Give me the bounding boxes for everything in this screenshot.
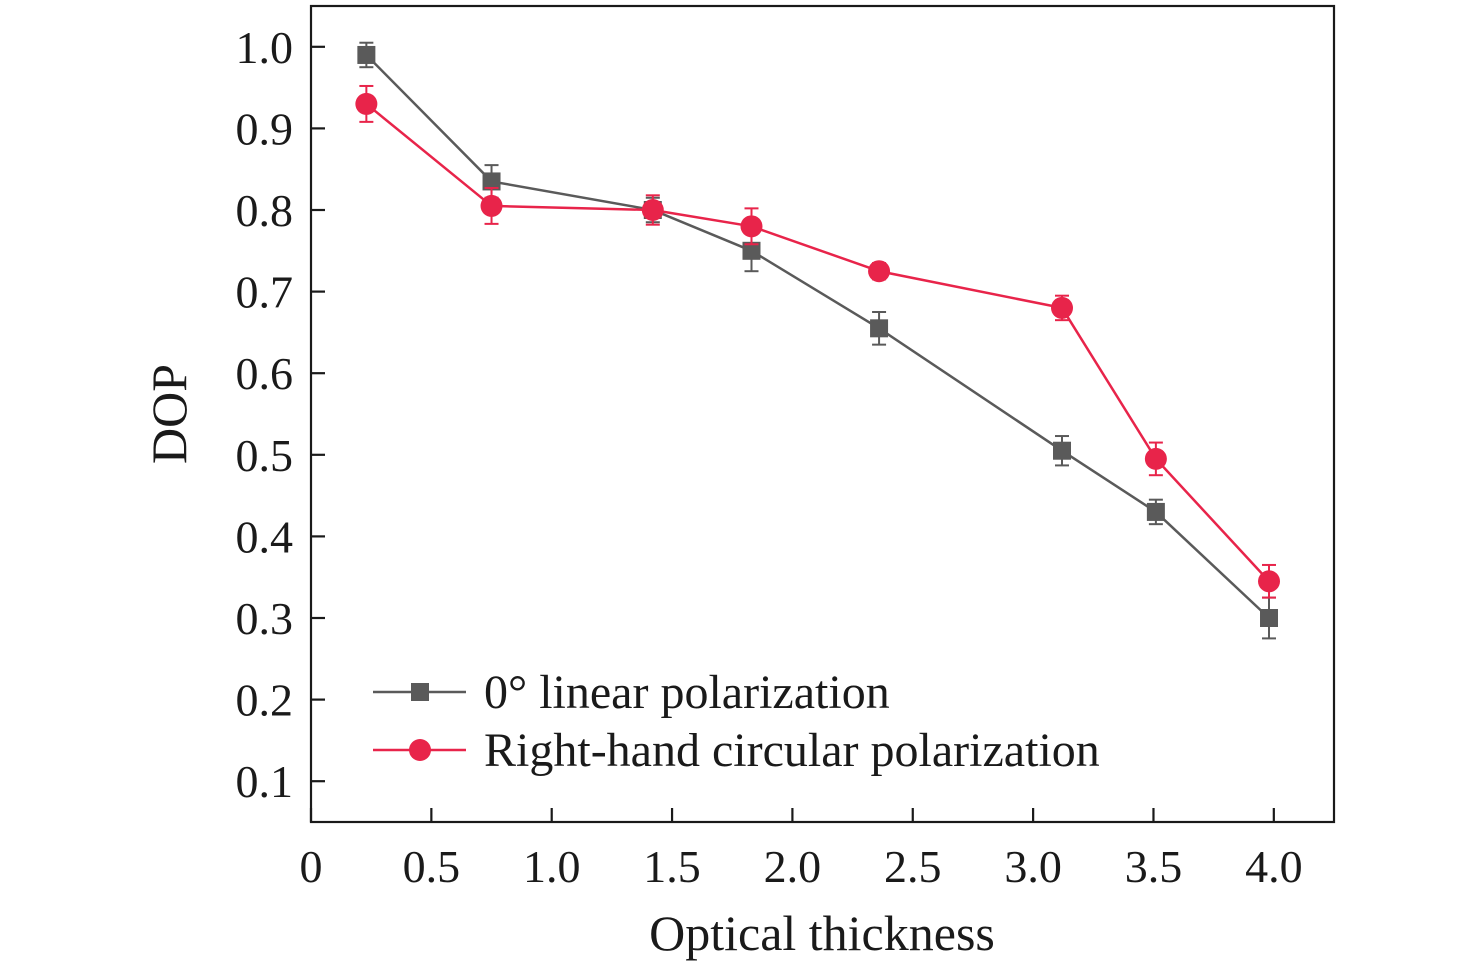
y-tick-label: 0.3 xyxy=(236,593,294,644)
y-tick-label: 0.8 xyxy=(236,185,294,236)
series-linear-polarization xyxy=(357,41,1279,640)
plot-frame xyxy=(309,4,1336,824)
data-point-circle xyxy=(1144,447,1167,470)
x-tick-label: 3.5 xyxy=(1125,841,1183,892)
data-point-square xyxy=(1260,609,1279,627)
y-tick-label: 0.2 xyxy=(236,675,294,726)
y-tick-label: 0.4 xyxy=(236,511,294,562)
series-circular-polarization xyxy=(355,84,1281,599)
y-axis-ticks: 0.1 0.2 0.3 0.4 0.5 0.6 0.7 0.8 0.9 1.0 xyxy=(236,22,325,807)
y-tick-label: 0.9 xyxy=(236,103,294,154)
data-point-square xyxy=(482,172,501,191)
y-tick-label: 0.5 xyxy=(236,430,294,481)
plot-border xyxy=(309,4,1336,824)
y-axis-label: DOP xyxy=(141,364,197,464)
x-tick-label: 4.0 xyxy=(1245,841,1303,892)
legend-entry-label: Right-hand circular polarization xyxy=(484,724,1100,777)
x-axis-label: Optical thickness xyxy=(649,905,995,961)
x-tick-label: 1.5 xyxy=(643,841,701,892)
x-tick-label: 2.5 xyxy=(884,841,942,892)
data-point-circle xyxy=(1258,570,1281,593)
x-tick-label: 2.0 xyxy=(764,841,822,892)
data-point-circle xyxy=(1051,296,1074,319)
x-tick-label: 1.0 xyxy=(523,841,581,892)
data-point-square xyxy=(1146,502,1165,521)
data-point-square xyxy=(870,319,889,338)
y-tick-label: 0.7 xyxy=(236,267,294,318)
data-point-square xyxy=(742,241,761,260)
x-axis-ticks: 0 0.5 1.0 1.5 2.0 2.5 3.0 3.5 4.0 xyxy=(300,808,1303,892)
y-tick-label: 1.0 xyxy=(236,22,294,73)
data-point-circle xyxy=(740,215,763,238)
legend-entry-label: 0° linear polarization xyxy=(484,666,890,719)
y-tick-label: 0.6 xyxy=(236,348,294,399)
x-tick-label: 3.0 xyxy=(1004,841,1062,892)
data-point-square xyxy=(411,683,429,701)
series-line xyxy=(365,102,1270,583)
data-point-circle xyxy=(409,739,431,761)
x-tick-label: 0 xyxy=(300,841,323,892)
x-tick-label: 0.5 xyxy=(403,841,461,892)
data-point-circle xyxy=(480,194,503,217)
series-line xyxy=(365,54,1270,619)
data-point-square xyxy=(357,45,376,64)
data-point-circle xyxy=(641,199,664,221)
y-tick-label: 0.1 xyxy=(236,756,294,807)
data-point-circle xyxy=(355,92,378,115)
data-point-square xyxy=(1053,441,1072,460)
series-group xyxy=(355,41,1281,640)
data-point-circle xyxy=(868,260,891,283)
